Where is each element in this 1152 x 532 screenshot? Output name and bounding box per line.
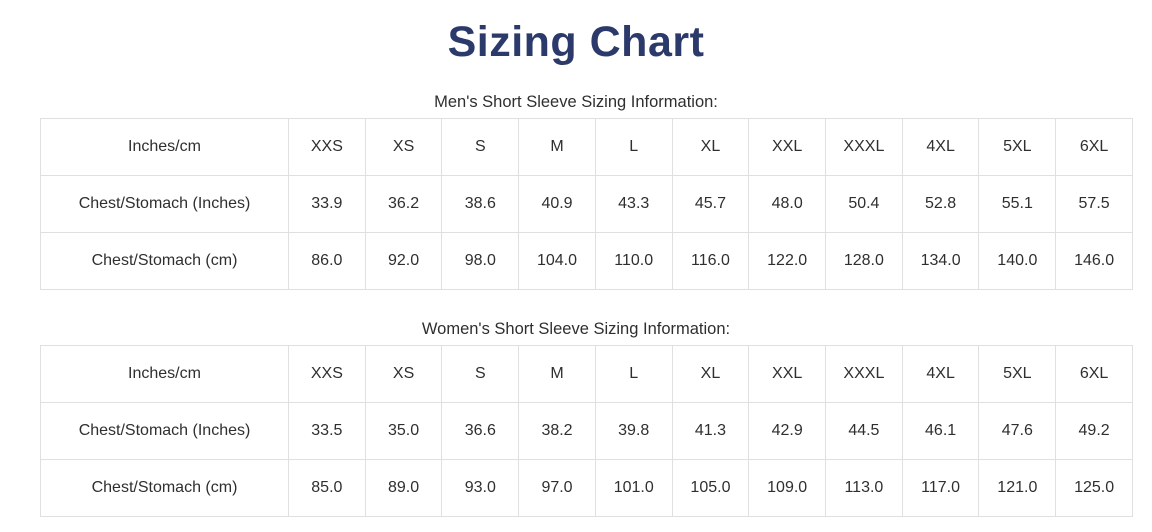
size-header: S [441, 345, 520, 404]
size-header: 4XL [901, 345, 980, 404]
measurement-cell: 42.9 [748, 402, 827, 461]
measurement-cell: 93.0 [441, 459, 520, 518]
size-header: M [518, 345, 596, 404]
measurement-cell: 38.6 [441, 175, 520, 234]
mens-sizing-table: Inches/cm XXS XS S M L XL XXL XXXL 4XL 5XL 6XL Chest… [40, 118, 1133, 291]
womens-table-subtitle: Women's Short Sleeve Sizing Information: [421, 320, 731, 339]
measurement-cell: 122.0 [748, 232, 827, 291]
size-header: XXL [748, 118, 827, 177]
mens-table-subtitle: Men's Short Sleeve Sizing Information: [434, 93, 718, 112]
table-row: Chest/Stomach (Inches) 33.5 35.0 36.6 38.2 39… [40, 402, 1133, 461]
measurement-cell: 98.0 [441, 232, 520, 291]
row-label: Chest/Stomach (cm) [40, 459, 289, 518]
measurement-cell: 146.0 [1055, 232, 1133, 291]
table-row: Chest/Stomach (cm) 86.0 92.0 98.0 104.0 110.0… [40, 232, 1133, 291]
measurement-cell: 36.6 [441, 402, 520, 461]
measurement-cell: 109.0 [748, 459, 827, 518]
measurement-cell: 46.1 [901, 402, 980, 461]
measurement-cell: 39.8 [594, 402, 673, 461]
size-header: S [441, 118, 520, 177]
measurement-cell: 38.2 [518, 402, 596, 461]
measurement-cell: 52.8 [901, 175, 980, 234]
size-header: 6XL [1055, 345, 1133, 404]
measurement-cell: 35.0 [364, 402, 443, 461]
size-header: XXXL [825, 118, 903, 177]
unit-label-header: Inches/cm [40, 118, 289, 177]
size-header: XS [364, 118, 443, 177]
size-header: M [518, 118, 596, 177]
row-label: Chest/Stomach (cm) [40, 232, 289, 291]
measurement-cell: 92.0 [364, 232, 443, 291]
measurement-cell: 134.0 [901, 232, 980, 291]
size-header: XL [671, 345, 750, 404]
measurement-cell: 89.0 [364, 459, 443, 518]
measurement-cell: 47.6 [978, 402, 1057, 461]
measurement-cell: 55.1 [978, 175, 1057, 234]
size-header: 6XL [1055, 118, 1133, 177]
measurement-cell: 48.0 [748, 175, 827, 234]
measurement-cell: 33.9 [288, 175, 366, 234]
header-row: Inches/cm XXS XS S M L XL XXL XXXL 4XL 5XL 6XL [40, 118, 1133, 177]
measurement-cell: 117.0 [901, 459, 980, 518]
measurement-cell: 85.0 [288, 459, 366, 518]
row-label: Chest/Stomach (Inches) [40, 402, 289, 461]
measurement-cell: 116.0 [671, 232, 750, 291]
measurement-cell: 45.7 [671, 175, 750, 234]
measurement-cell: 113.0 [825, 459, 903, 518]
measurement-cell: 105.0 [671, 459, 750, 518]
size-header: XXXL [825, 345, 903, 404]
measurement-cell: 49.2 [1055, 402, 1133, 461]
size-header: XXS [288, 345, 366, 404]
size-header: 5XL [978, 345, 1057, 404]
size-header: XXS [288, 118, 366, 177]
header-row: Inches/cm XXS XS S M L XL XXL XXXL 4XL 5XL 6XL [40, 345, 1133, 404]
size-header: L [594, 118, 673, 177]
measurement-cell: 44.5 [825, 402, 903, 461]
size-header: XS [364, 345, 443, 404]
table-row: Chest/Stomach (cm) 85.0 89.0 93.0 97.0 101.0 1… [40, 459, 1133, 518]
size-header: 5XL [978, 118, 1057, 177]
size-header: XXL [748, 345, 827, 404]
measurement-cell: 33.5 [288, 402, 366, 461]
size-header: L [594, 345, 673, 404]
sizing-chart-page: Sizing Chart Men's Short Sleeve Sizing I… [0, 18, 1152, 518]
size-header: XL [671, 118, 750, 177]
measurement-cell: 86.0 [288, 232, 366, 291]
measurement-cell: 57.5 [1055, 175, 1133, 234]
measurement-cell: 36.2 [364, 175, 443, 234]
page-title: Sizing Chart [447, 18, 705, 66]
measurement-cell: 121.0 [978, 459, 1057, 518]
unit-label-header: Inches/cm [40, 345, 289, 404]
measurement-cell: 125.0 [1055, 459, 1133, 518]
measurement-cell: 128.0 [825, 232, 903, 291]
measurement-cell: 110.0 [594, 232, 673, 291]
table-row: Chest/Stomach (Inches) 33.9 36.2 38.6 40.9 43… [40, 175, 1133, 234]
measurement-cell: 101.0 [594, 459, 673, 518]
womens-sizing-section: Women's Short Sleeve Sizing Information:… [0, 320, 1152, 518]
size-header: 4XL [901, 118, 980, 177]
row-label: Chest/Stomach (Inches) [40, 175, 289, 234]
measurement-cell: 97.0 [518, 459, 596, 518]
measurement-cell: 43.3 [594, 175, 673, 234]
womens-sizing-table: Inches/cm XXS XS S M L XL XXL XXXL 4XL 5XL 6XL Chest… [40, 345, 1133, 518]
measurement-cell: 50.4 [825, 175, 903, 234]
mens-sizing-section: Men's Short Sleeve Sizing Information: I… [0, 93, 1152, 291]
measurement-cell: 104.0 [518, 232, 596, 291]
measurement-cell: 140.0 [978, 232, 1057, 291]
measurement-cell: 40.9 [518, 175, 596, 234]
measurement-cell: 41.3 [671, 402, 750, 461]
